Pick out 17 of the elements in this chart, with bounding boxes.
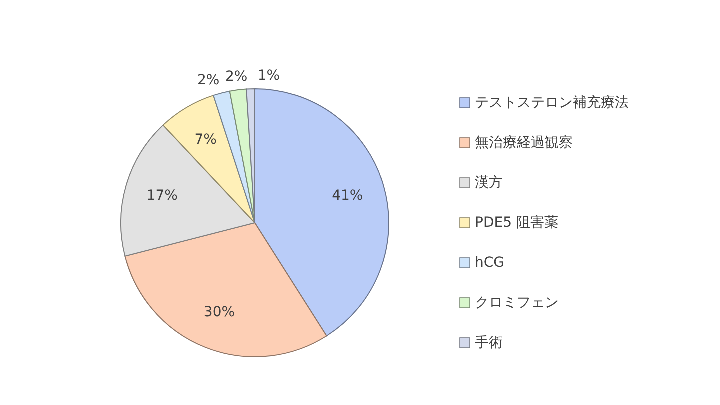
data-label: 1% [258, 68, 280, 84]
data-label: 2% [197, 72, 220, 89]
legend-label: 漢方 [475, 175, 503, 191]
legend-label: 無治療経過観察 [475, 135, 573, 151]
legend-label: PDE5 阻害薬 [475, 215, 558, 231]
pie-slice [229, 88, 256, 224]
legend-label: クロミフェン [475, 295, 559, 311]
legend-label: 手術 [475, 335, 503, 351]
legend-label: hCG [475, 255, 504, 271]
pie-slice [254, 88, 390, 337]
data-label: 30% [204, 304, 236, 321]
data-label: 41% [332, 188, 364, 204]
data-label: 17% [146, 188, 178, 204]
data-label: 2% [225, 69, 248, 86]
data-label: 7% [194, 132, 217, 148]
pie-slice [124, 222, 328, 358]
legend-label: テストステロン補充療法 [475, 95, 629, 111]
